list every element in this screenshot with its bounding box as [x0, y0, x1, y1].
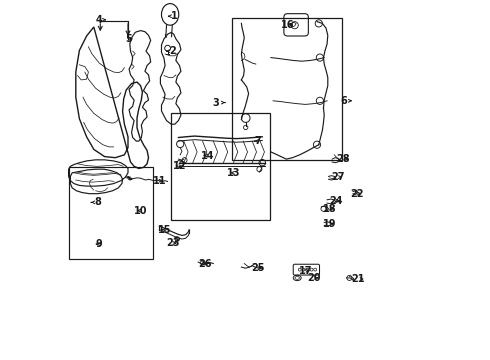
Text: 14: 14 [200, 150, 214, 161]
Text: 21: 21 [352, 274, 365, 284]
Text: 27: 27 [331, 172, 344, 182]
Text: 4: 4 [96, 15, 106, 25]
Text: 6: 6 [341, 96, 351, 106]
Text: 5: 5 [126, 34, 132, 44]
Text: 16: 16 [281, 20, 294, 30]
Text: 25: 25 [251, 263, 264, 273]
Text: 24: 24 [329, 196, 343, 206]
Text: 10: 10 [134, 206, 147, 216]
Bar [171, 113, 270, 220]
Text: 8: 8 [91, 197, 101, 207]
Text: 15: 15 [158, 225, 172, 235]
Text: 20: 20 [308, 273, 321, 283]
Text: 23: 23 [166, 238, 179, 248]
Text: 19: 19 [323, 219, 336, 229]
Text: 13: 13 [227, 168, 240, 178]
Text: 1: 1 [169, 11, 178, 21]
Text: 26: 26 [198, 258, 211, 269]
Text: 2: 2 [167, 46, 176, 56]
Bar [69, 167, 153, 259]
Text: 17: 17 [299, 266, 312, 276]
Text: 18: 18 [323, 204, 337, 214]
Bar [232, 18, 342, 160]
Text: 3: 3 [213, 98, 225, 108]
Text: 22: 22 [350, 189, 364, 199]
Text: 9: 9 [96, 239, 102, 249]
Text: 11: 11 [153, 176, 167, 186]
Text: 7: 7 [254, 136, 261, 146]
Text: 12: 12 [173, 161, 186, 171]
Text: 28: 28 [336, 154, 350, 164]
